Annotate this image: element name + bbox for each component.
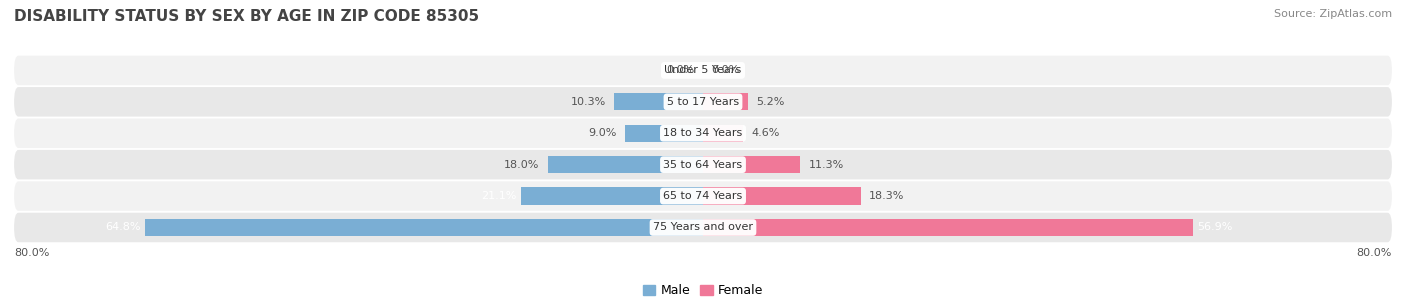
Text: 75 Years and over: 75 Years and over [652,223,754,233]
FancyBboxPatch shape [14,87,1392,117]
Text: 35 to 64 Years: 35 to 64 Years [664,160,742,170]
Text: 5.2%: 5.2% [756,97,785,107]
Text: 0.0%: 0.0% [666,65,695,75]
Text: 18.3%: 18.3% [869,191,904,201]
Text: 9.0%: 9.0% [589,128,617,138]
Text: 64.8%: 64.8% [105,223,141,233]
Text: 11.3%: 11.3% [808,160,844,170]
Text: 18 to 34 Years: 18 to 34 Years [664,128,742,138]
Text: 0.0%: 0.0% [711,65,740,75]
Text: 21.1%: 21.1% [482,191,517,201]
FancyBboxPatch shape [14,150,1392,179]
Text: 56.9%: 56.9% [1198,223,1233,233]
Bar [145,219,703,236]
Text: 4.6%: 4.6% [751,128,779,138]
FancyBboxPatch shape [14,181,1392,211]
Text: DISABILITY STATUS BY SEX BY AGE IN ZIP CODE 85305: DISABILITY STATUS BY SEX BY AGE IN ZIP C… [14,9,479,24]
Bar [614,93,703,110]
Bar [548,156,703,173]
Text: 10.3%: 10.3% [571,97,606,107]
Bar [703,125,742,142]
Bar [522,188,703,205]
Bar [703,188,860,205]
Text: Source: ZipAtlas.com: Source: ZipAtlas.com [1274,9,1392,19]
FancyBboxPatch shape [14,119,1392,148]
Text: 80.0%: 80.0% [1357,248,1392,258]
Bar [703,219,1194,236]
Text: 18.0%: 18.0% [503,160,540,170]
Legend: Male, Female: Male, Female [643,284,763,297]
Text: Under 5 Years: Under 5 Years [665,65,741,75]
Bar [703,156,800,173]
FancyBboxPatch shape [14,56,1392,85]
Bar [626,125,703,142]
Text: 5 to 17 Years: 5 to 17 Years [666,97,740,107]
Bar [703,93,748,110]
Text: 80.0%: 80.0% [14,248,49,258]
FancyBboxPatch shape [14,213,1392,242]
Text: 65 to 74 Years: 65 to 74 Years [664,191,742,201]
